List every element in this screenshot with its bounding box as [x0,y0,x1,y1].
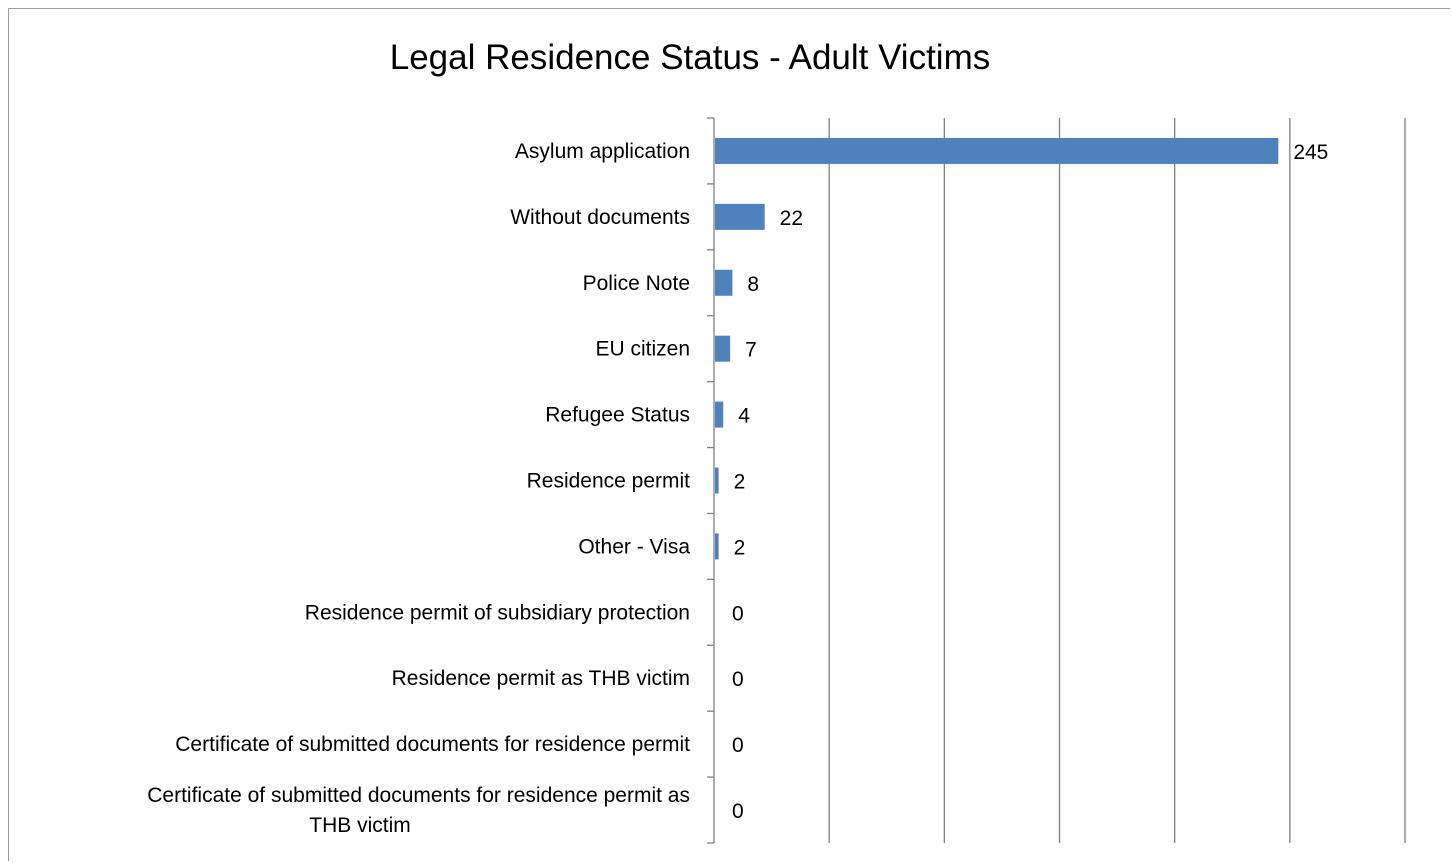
value-label-3: 7 [745,339,757,362]
category-label-line: Residence permit [527,470,691,493]
value-label-9: 0 [732,734,744,757]
bar-4 [715,401,724,428]
value-label-7: 0 [732,602,744,625]
category-label-line: Refugee Status [545,404,690,427]
bar-2 [715,269,733,296]
category-label-9: Certificate of submitted documents for r… [175,733,690,756]
value-label-0: 245 [1293,141,1328,164]
bar-6 [715,533,719,560]
category-label-8: Residence permit as THB victim [392,667,690,690]
category-label-line: Police Note [583,272,690,295]
value-label-8: 0 [732,668,744,691]
category-label-7: Residence permit of subsidiary protectio… [305,601,690,624]
category-label-line: THB victim [309,814,411,837]
category-label-line: Without documents [510,206,690,229]
bar-5 [715,467,719,494]
category-label-4: Refugee Status [545,404,690,427]
bar-0 [715,137,1279,164]
category-label-5: Residence permit [527,470,691,493]
bar-1 [715,203,765,230]
category-label-3: EU citizen [595,338,690,361]
category-label-line: Residence permit of subsidiary protectio… [305,601,690,624]
value-label-6: 2 [734,536,746,559]
value-label-10: 0 [732,800,744,823]
value-label-4: 4 [738,405,750,428]
category-label-6: Other - Visa [578,535,690,558]
chart-title: Legal Residence Status - Adult Victims [389,38,991,77]
category-label-line: Other - Visa [578,535,690,558]
bar-3 [715,335,731,362]
category-label-line: Certificate of submitted documents for r… [175,733,690,756]
value-label-1: 22 [780,207,803,230]
category-label-1: Without documents [510,206,690,229]
category-label-line: EU citizen [595,338,690,361]
value-label-2: 8 [747,273,759,296]
category-label-0: Asylum application [515,140,690,163]
category-label-10: Certificate of submitted documents for r… [147,784,690,837]
category-label-line: Certificate of submitted documents for r… [147,784,690,807]
category-label-2: Police Note [583,272,690,295]
value-label-5: 2 [734,471,746,494]
chart-frame [8,8,1450,861]
category-label-line: Asylum application [515,140,690,163]
category-label-line: Residence permit as THB victim [392,667,690,690]
